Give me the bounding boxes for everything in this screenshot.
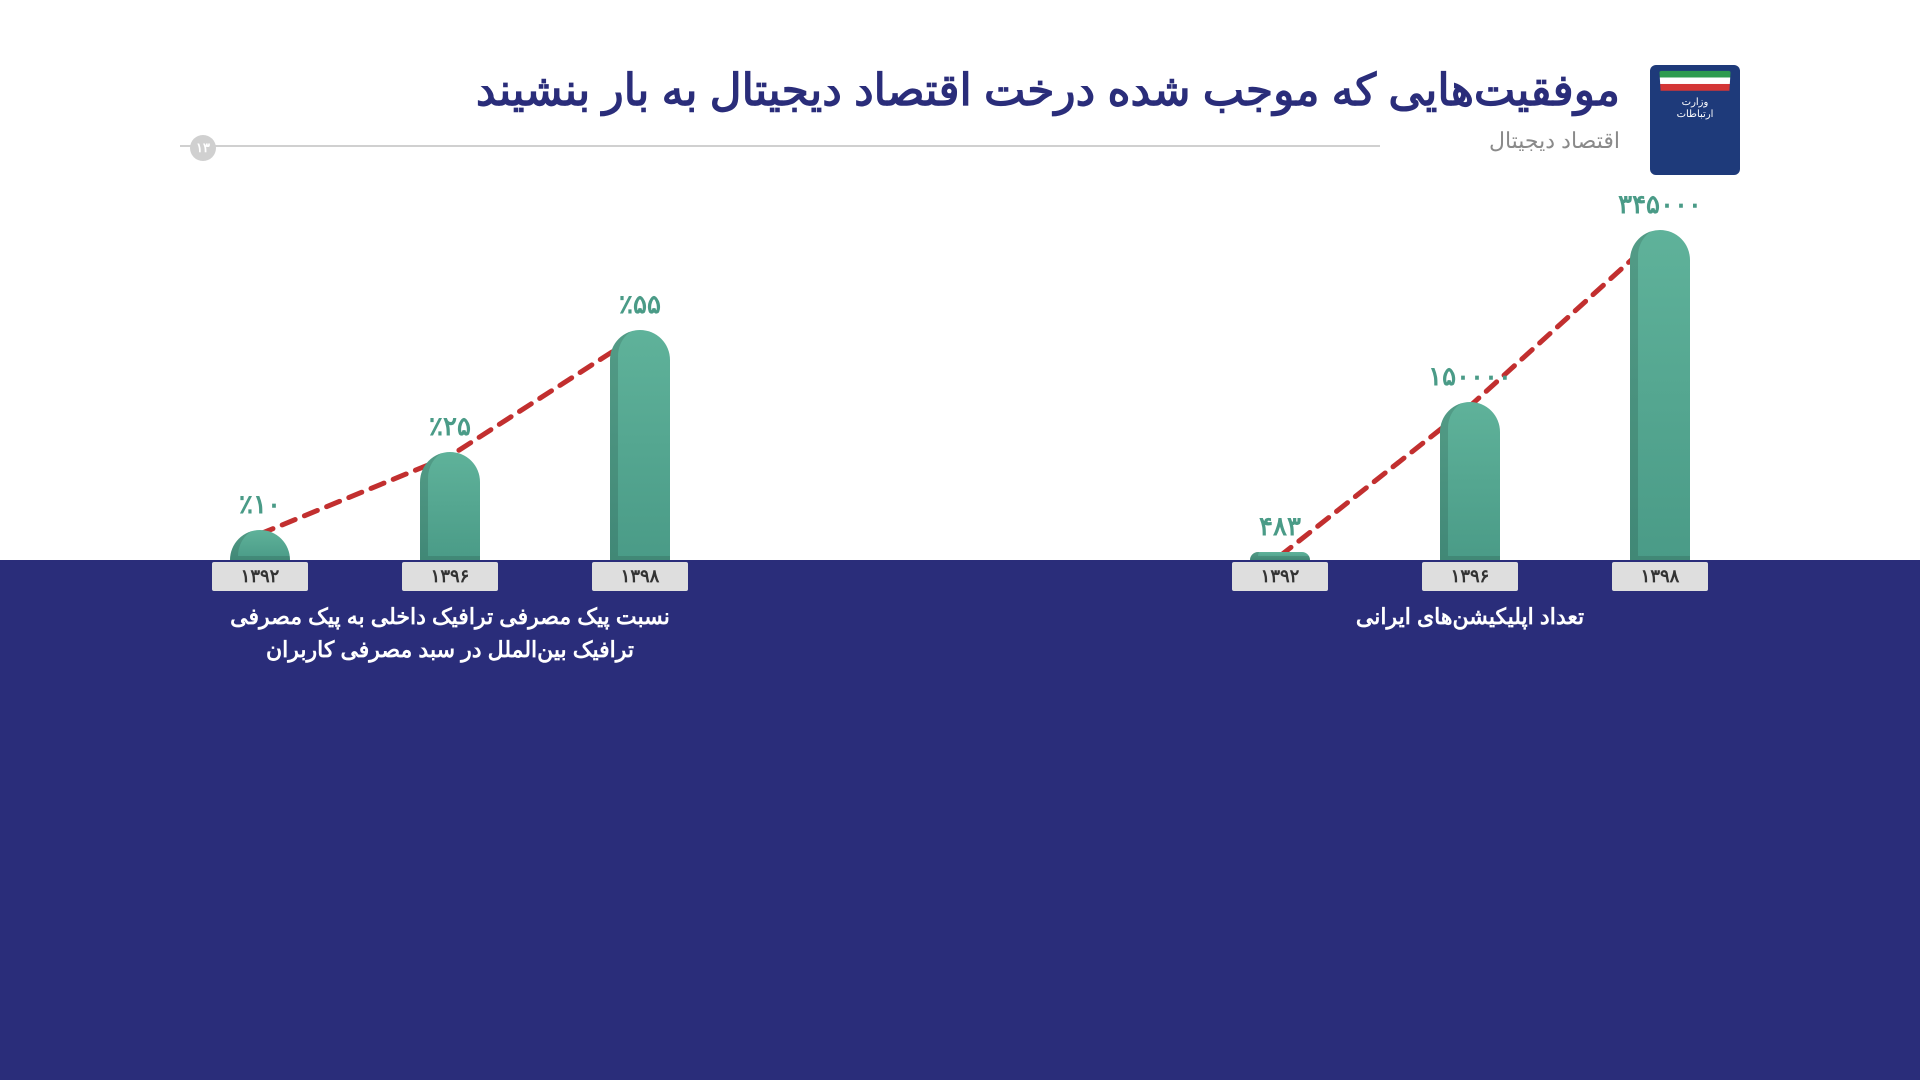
xaxis-label: ۱۳۹۶ <box>1422 562 1518 591</box>
chart-area: تعداد اپلیکیشن‌های ایرانی ۴۸۳۱۳۹۲۱۵۰۰۰۰۱… <box>0 200 1920 560</box>
bar: ۴۸۳ <box>1250 552 1310 560</box>
title-area: موفقیت‌هایی که موجب شده درخت اقتصاد دیجی… <box>180 65 1620 154</box>
header: وزارتارتباطات موفقیت‌هایی که موجب شده در… <box>180 65 1740 175</box>
page-subtitle: اقتصاد دیجیتال <box>180 128 1620 154</box>
xaxis-label: ۱۳۹۸ <box>1612 562 1708 591</box>
divider-line <box>180 145 1380 147</box>
chart-traffic: نسبت پیک مصرفی ترافیک داخلی به پیک مصرفی… <box>190 200 710 560</box>
bar-value-label: ۳۴۵۰۰۰ <box>1618 189 1702 220</box>
bar-value-label: ٪۱۰ <box>239 489 281 520</box>
bar-value-label: ۴۸۳ <box>1259 511 1301 542</box>
logo-text: وزارتارتباطات <box>1677 97 1714 121</box>
bar: ۱۵۰۰۰۰ <box>1440 402 1500 560</box>
xaxis-label: ۱۳۹۲ <box>1232 562 1328 591</box>
bar: ٪۲۵ <box>420 452 480 560</box>
xaxis-label: ۱۳۹۲ <box>212 562 308 591</box>
xaxis-label: ۱۳۹۶ <box>402 562 498 591</box>
chart-apps: تعداد اپلیکیشن‌های ایرانی ۴۸۳۱۳۹۲۱۵۰۰۰۰۱… <box>1210 200 1730 560</box>
bar: ٪۵۵ <box>610 330 670 560</box>
bar: ٪۱۰ <box>230 530 290 560</box>
bar-value-label: ٪۲۵ <box>429 411 471 442</box>
bar-value-label: ٪۵۵ <box>619 289 661 320</box>
chart-apps-title: تعداد اپلیکیشن‌های ایرانی <box>1210 600 1730 633</box>
page-number-badge: ۱۳ <box>190 135 216 161</box>
chart-traffic-title: نسبت پیک مصرفی ترافیک داخلی به پیک مصرفی… <box>190 600 710 666</box>
page-title: موفقیت‌هایی که موجب شده درخت اقتصاد دیجی… <box>180 65 1620 116</box>
iran-flag-icon <box>1659 71 1730 91</box>
bar-value-label: ۱۵۰۰۰۰ <box>1428 361 1512 392</box>
ministry-logo: وزارتارتباطات <box>1650 65 1740 175</box>
xaxis-label: ۱۳۹۸ <box>592 562 688 591</box>
bar: ۳۴۵۰۰۰ <box>1630 230 1690 560</box>
page-number: ۱۳ <box>196 140 210 156</box>
